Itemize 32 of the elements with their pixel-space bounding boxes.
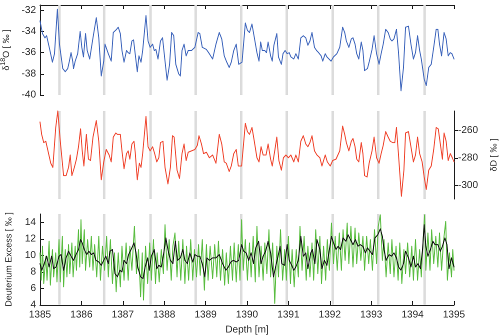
y2-axis-title: δD [ ‰ ] <box>488 138 498 172</box>
x-tick-label: 1395 <box>442 310 466 320</box>
y-tick-label: 4 <box>30 300 36 310</box>
y-tick-label: 6 <box>30 282 36 294</box>
y-tick-label: -36 <box>22 47 36 58</box>
x-tick-label: 1393 <box>360 310 383 320</box>
y-tick-label: 14 <box>24 216 36 228</box>
x-tick-label: 1390 <box>236 310 259 320</box>
y-tick-label: 10 <box>24 250 36 261</box>
x-tick-label: 1388 <box>153 310 176 320</box>
y2-tick-label: -300 <box>458 180 478 191</box>
y-tick-label: -34 <box>22 26 36 37</box>
x-tick-label: 1392 <box>318 310 342 320</box>
y-tick-label: -32 <box>22 4 36 16</box>
x-axis-title: Depth [m] <box>225 324 269 336</box>
y2-tick-label: -280 <box>458 152 478 164</box>
line-series <box>40 8 454 92</box>
line-series <box>40 110 454 197</box>
y-tick-label: -38 <box>22 68 36 80</box>
y-tick-label: -40 <box>22 90 36 100</box>
y2-tick-label: -260 <box>458 124 478 136</box>
x-tick-label: 1391 <box>277 310 300 320</box>
line-series <box>40 224 454 280</box>
x-tick-label: 1389 <box>194 310 218 320</box>
x-tick-label: 1387 <box>112 310 134 320</box>
x-tick-label: 1386 <box>70 310 93 320</box>
y-tick-label: 8 <box>30 266 36 278</box>
x-tick-label: 1385 <box>28 310 52 320</box>
line-series <box>40 214 454 304</box>
y-axis-title: Deuterium Excess [ ‰ ] <box>4 212 14 307</box>
x-tick-label: 1394 <box>401 310 424 320</box>
y-tick-label: 12 <box>24 233 36 244</box>
